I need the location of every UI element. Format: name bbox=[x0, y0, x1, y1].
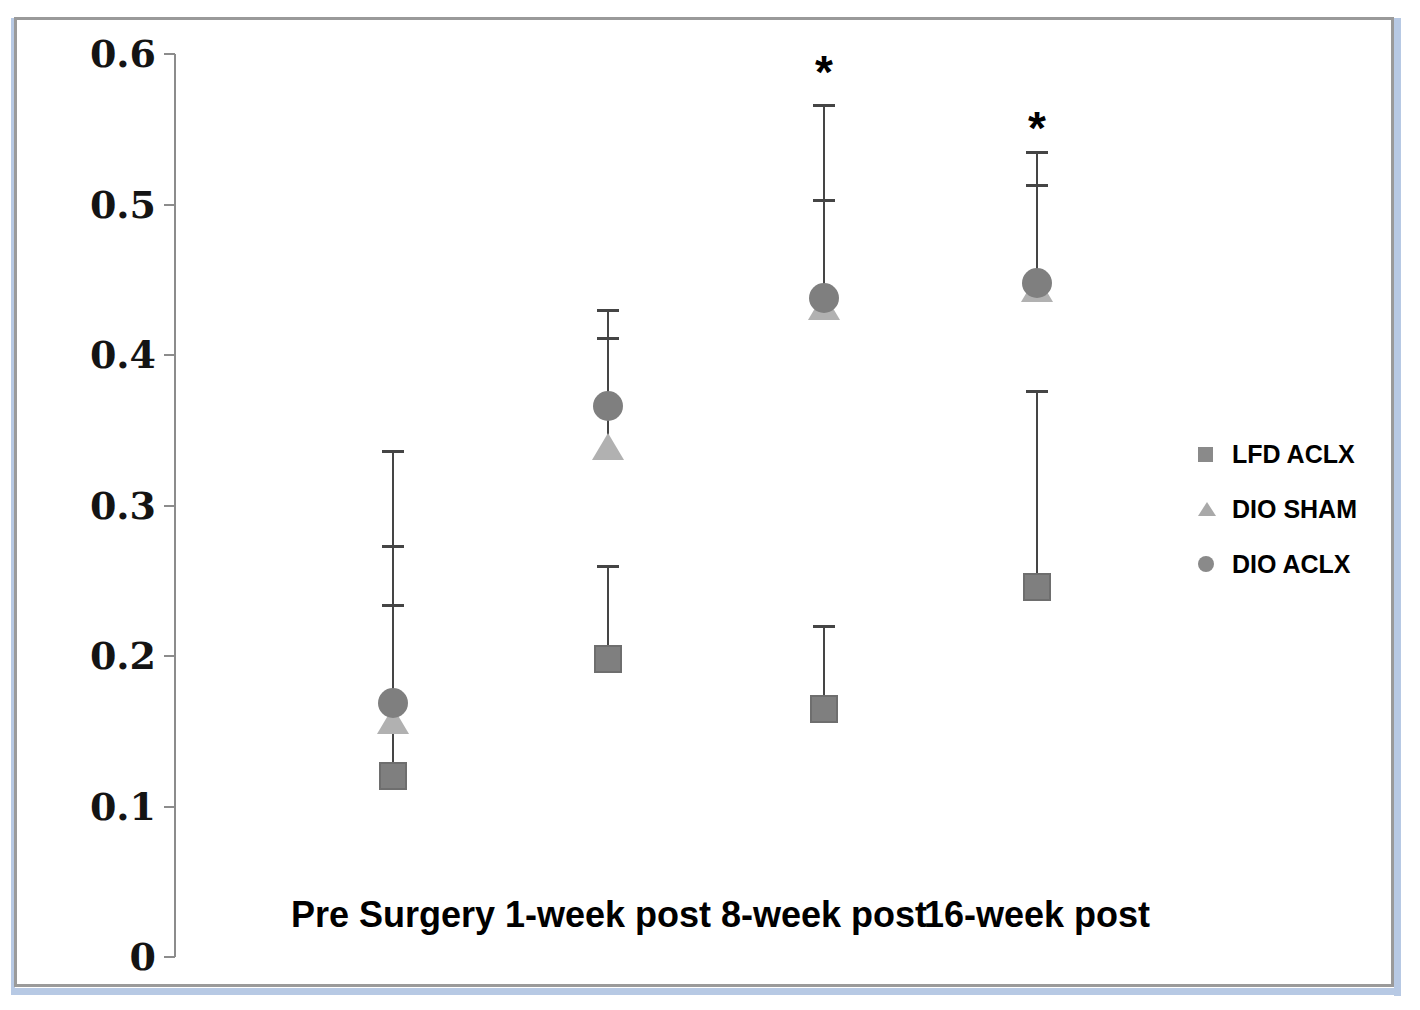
figure-frame-bottom bbox=[11, 988, 1401, 995]
figure-border-box bbox=[14, 17, 1394, 987]
figure-frame-right bbox=[1394, 18, 1401, 996]
figure-page: 0.60.50.40.30.20.10**Pre Surgery1-week p… bbox=[0, 0, 1420, 1010]
